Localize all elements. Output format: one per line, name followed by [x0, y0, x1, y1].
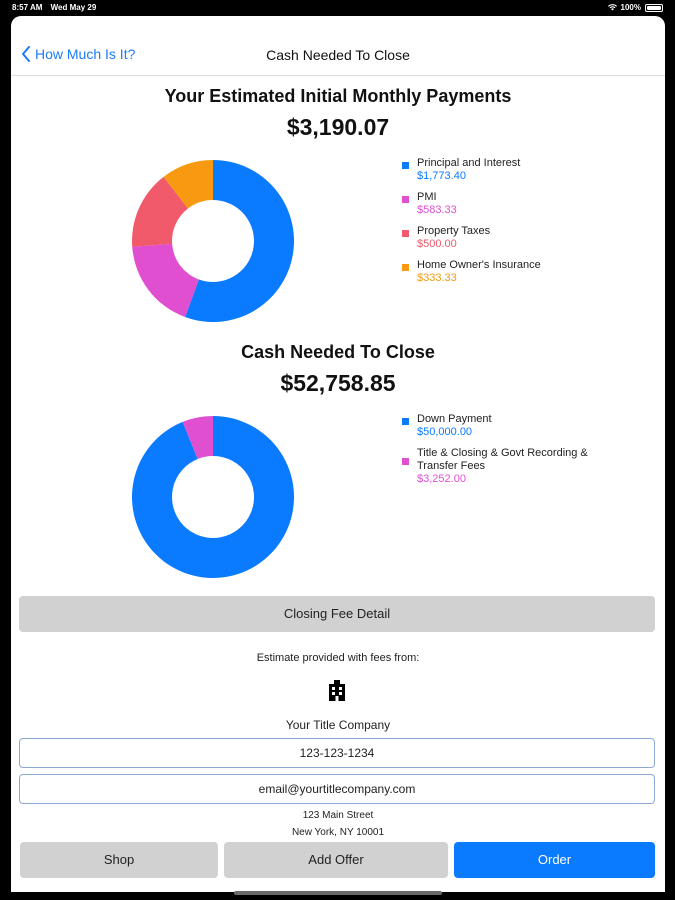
building-icon: [329, 680, 345, 701]
donut-slice-3: [163, 160, 213, 209]
legend-swatch: [402, 458, 409, 465]
closing-fee-detail-button[interactable]: Closing Fee Detail: [19, 596, 655, 632]
shop-button[interactable]: Shop: [20, 842, 218, 878]
main-sheet: How Much Is It? Cash Needed To Close You…: [11, 16, 665, 892]
monthly-payments-total: $3,190.07: [286, 114, 390, 140]
cash-to-close-donut-chart: [132, 416, 294, 578]
add-offer-button[interactable]: Add Offer: [224, 842, 448, 878]
donut-slice-0: [132, 416, 294, 578]
battery-percent: 100%: [620, 3, 641, 12]
address-city: New York, NY 10001: [291, 827, 385, 838]
legend-value: $500.00: [417, 238, 457, 250]
back-button-label: How Much Is It?: [35, 46, 136, 62]
legend-value: $1,773.40: [417, 170, 466, 182]
donut-slice-1: [132, 243, 199, 318]
legend-label: Down Payment: [417, 413, 492, 425]
home-indicator: [234, 891, 442, 895]
monthly-payments-donut-chart: [132, 160, 294, 322]
donut-slice-2: [132, 176, 188, 247]
legend-item-property-taxes: Property Taxes $500.00: [402, 225, 632, 250]
email-field[interactable]: email@yourtitlecompany.com: [19, 774, 655, 804]
cash-to-close-total: $52,758.85: [280, 370, 396, 396]
monthly-payments-legend: Principal and Interest $1,773.40 PMI $58…: [402, 157, 632, 293]
provider-intro-text: Estimate provided with fees from:: [256, 652, 420, 664]
donut-slice-0: [185, 160, 294, 322]
monthly-payments-title: Your Estimated Initial Monthly Payments: [164, 86, 512, 106]
battery-icon: [645, 3, 663, 12]
cash-to-close-legend: Down Payment $50,000.00 Title & Closing …: [402, 413, 617, 494]
legend-label: Principal and Interest: [417, 157, 521, 169]
legend-label: Home Owner's Insurance: [417, 259, 541, 271]
page-title: Cash Needed To Close: [266, 47, 410, 63]
legend-item-title-closing-fees: Title & Closing & Govt Recording & Trans…: [402, 447, 617, 485]
donut-slice-1: [182, 416, 213, 459]
cash-to-close-title: Cash Needed To Close: [241, 342, 435, 362]
legend-item-principal: Principal and Interest $1,773.40: [402, 157, 632, 182]
legend-swatch: [402, 264, 409, 271]
legend-value: $333.33: [417, 272, 457, 284]
legend-label: PMI: [417, 191, 437, 203]
legend-swatch: [402, 162, 409, 169]
legend-item-pmi: PMI $583.33: [402, 191, 632, 216]
legend-label: Property Taxes: [417, 225, 491, 237]
title-company-name: Your Title Company: [285, 718, 391, 732]
legend-swatch: [402, 196, 409, 203]
navigation-bar: How Much Is It? Cash Needed To Close: [11, 16, 665, 76]
status-date: Wed May 29: [50, 3, 97, 12]
legend-swatch: [402, 418, 409, 425]
legend-swatch: [402, 230, 409, 237]
legend-value: $3,252.00: [417, 473, 466, 485]
address-street: 123 Main Street: [302, 810, 374, 821]
back-button[interactable]: How Much Is It?: [21, 46, 135, 62]
legend-item-down-payment: Down Payment $50,000.00: [402, 413, 617, 438]
phone-field[interactable]: 123-123-1234: [19, 738, 655, 768]
status-bar: 8:57 AM Wed May 29 100%: [0, 0, 675, 16]
legend-value: $50,000.00: [417, 426, 473, 438]
legend-label: Title & Closing & Govt Recording & Trans…: [417, 447, 588, 472]
legend-item-home-owners-insurance: Home Owner's Insurance $333.33: [402, 259, 632, 284]
chevron-left-icon: [22, 46, 30, 62]
legend-value: $583.33: [417, 204, 457, 216]
order-button[interactable]: Order: [454, 842, 655, 878]
status-time: 8:57 AM: [12, 3, 43, 12]
wifi-icon: [607, 4, 617, 11]
